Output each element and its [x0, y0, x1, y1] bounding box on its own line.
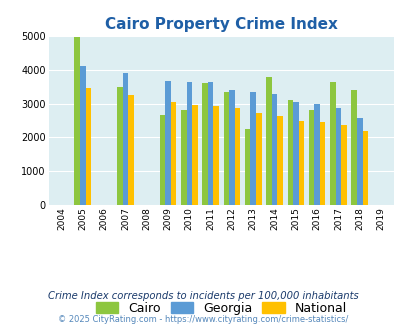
Bar [228, 90, 234, 205]
Bar [277, 116, 282, 205]
Bar [223, 92, 228, 205]
Bar [271, 94, 277, 205]
Bar [117, 87, 122, 205]
Bar [335, 108, 340, 205]
Bar [308, 110, 313, 205]
Bar [80, 66, 85, 205]
Bar [85, 88, 91, 205]
Bar [298, 121, 303, 205]
Bar [256, 113, 261, 205]
Bar [213, 106, 218, 205]
Bar [186, 82, 192, 205]
Bar [292, 102, 298, 205]
Bar [250, 92, 256, 205]
Bar [128, 95, 133, 205]
Bar [244, 128, 250, 205]
Bar [329, 82, 335, 205]
Bar [287, 100, 292, 205]
Bar [351, 90, 356, 205]
Bar [356, 118, 362, 205]
Bar [171, 102, 176, 205]
Bar [159, 115, 165, 205]
Bar [192, 105, 197, 205]
Bar [74, 37, 80, 205]
Bar [266, 77, 271, 205]
Bar [181, 110, 186, 205]
Text: Crime Index corresponds to incidents per 100,000 inhabitants: Crime Index corresponds to incidents per… [47, 291, 358, 301]
Bar [362, 131, 367, 205]
Title: Cairo Property Crime Index: Cairo Property Crime Index [104, 17, 337, 32]
Bar [340, 125, 346, 205]
Text: © 2025 CityRating.com - https://www.cityrating.com/crime-statistics/: © 2025 CityRating.com - https://www.city… [58, 315, 347, 324]
Bar [165, 81, 171, 205]
Bar [319, 122, 325, 205]
Bar [202, 83, 207, 205]
Bar [234, 108, 240, 205]
Bar [207, 82, 213, 205]
Bar [313, 104, 319, 205]
Legend: Cairo, Georgia, National: Cairo, Georgia, National [92, 298, 350, 319]
Bar [122, 73, 128, 205]
